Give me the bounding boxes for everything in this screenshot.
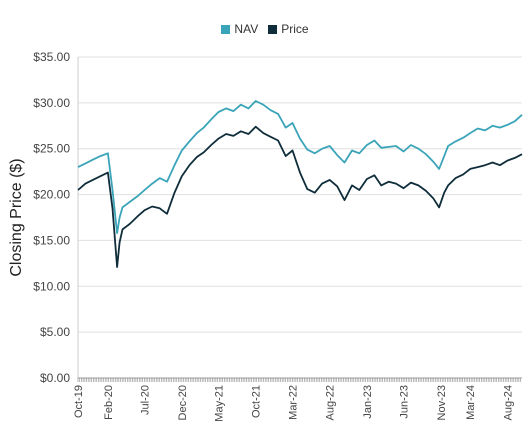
x-tick-label: Dec-20 (177, 385, 189, 420)
series-line-nav (77, 100, 523, 235)
x-tick-label: Oct-19 (73, 385, 85, 418)
legend-swatch-nav (221, 24, 231, 34)
y-tick-label: $20.00 (33, 188, 70, 202)
legend-label-nav: NAV (234, 22, 259, 36)
legend-label-price: Price (281, 22, 309, 36)
x-tick-label: Mar-22 (287, 385, 299, 420)
x-tick-label: Aug-22 (325, 385, 337, 420)
y-axis-label: Closing Price ($) (8, 158, 25, 276)
y-tick-label: $10.00 (33, 279, 70, 293)
y-tick-label: $0.00 (40, 371, 70, 385)
x-tick-label: Jan-23 (362, 385, 374, 419)
y-tick-label: $35.00 (33, 50, 70, 64)
chart-legend: NAV Price (0, 22, 530, 36)
y-tick-label: $5.00 (40, 325, 70, 339)
x-tick-label: May-21 (214, 385, 226, 422)
x-tick-label: Aug-24 (502, 385, 514, 420)
y-tick-label: $15.00 (33, 233, 70, 247)
x-tick-label: Oct-21 (251, 385, 263, 418)
y-tick-label: $30.00 (33, 96, 70, 110)
legend-item-nav[interactable]: NAV (221, 22, 258, 36)
x-tick-label: Feb-20 (103, 385, 115, 420)
x-tick-label: Mar-24 (465, 385, 477, 420)
legend-swatch-price (268, 24, 278, 34)
x-tick-label: Jun-23 (399, 385, 411, 419)
x-tick-label: Jul-20 (140, 385, 152, 415)
x-tick-label: Nov-23 (436, 385, 448, 420)
legend-item-price[interactable]: Price (268, 22, 309, 36)
series-line-price (77, 125, 523, 268)
y-tick-label: $25.00 (33, 142, 70, 156)
